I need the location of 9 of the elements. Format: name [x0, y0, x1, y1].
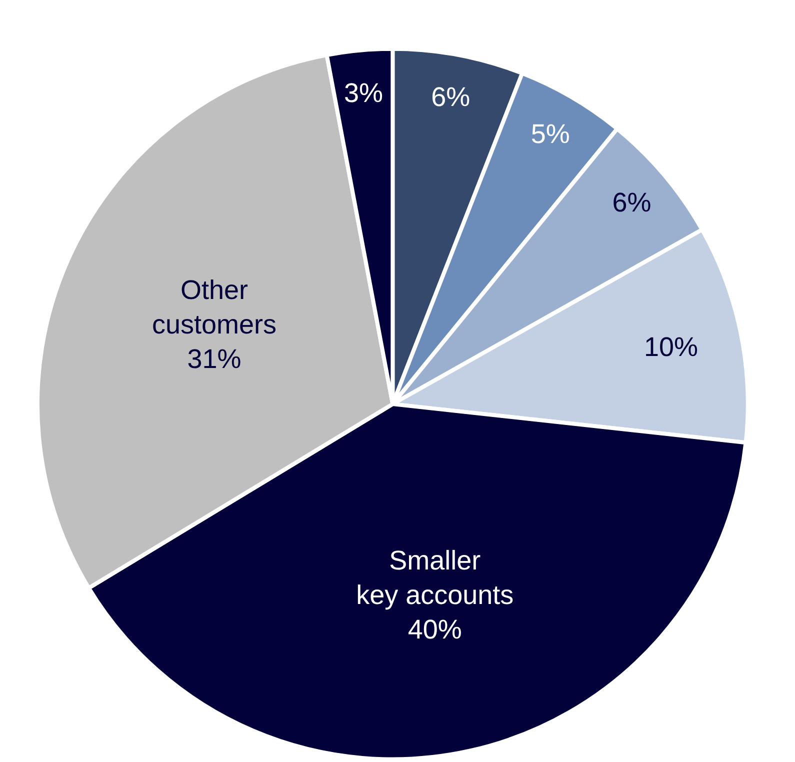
data-label: 6% [612, 188, 652, 218]
data-label: 40% [408, 614, 462, 644]
data-label: 3% [344, 78, 384, 108]
data-label: 10% [644, 332, 698, 362]
slice-label: Other customers [152, 274, 277, 340]
slice-label: Smaller key accounts [356, 545, 514, 610]
data-label: 5% [530, 119, 570, 150]
data-label: 31% [187, 344, 242, 374]
data-label: 6% [431, 82, 470, 112]
